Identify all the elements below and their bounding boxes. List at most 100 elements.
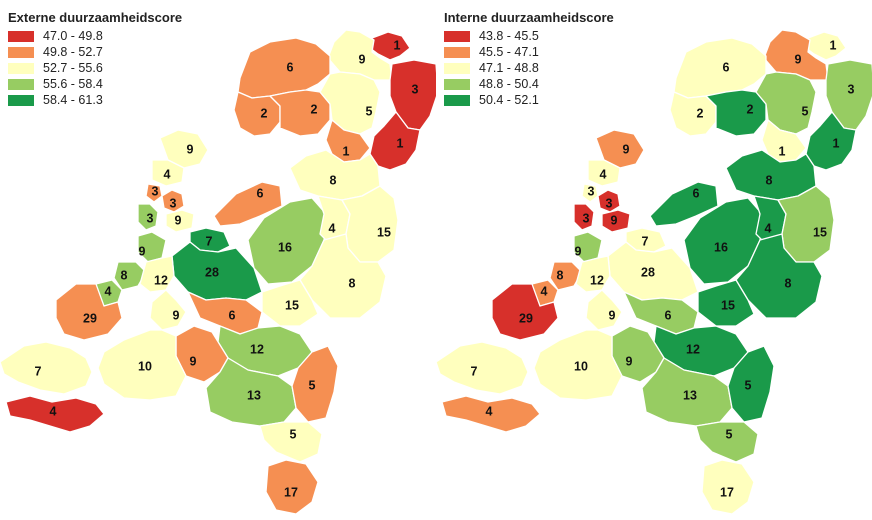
region-label: 4 [105,284,112,298]
region-shape [697,279,755,327]
region-shape [585,289,623,331]
region-label: 6 [257,186,264,200]
legend-label: 43.8 - 45.5 [479,29,539,43]
region-label: 9 [611,213,618,227]
region-shape [319,71,381,135]
region-label: 12 [686,342,700,356]
region-label: 9 [626,354,633,368]
legend-swatch [8,46,34,58]
legend-label: 47.1 - 48.8 [479,61,539,75]
region-label: 12 [250,342,264,356]
region-label: 2 [747,102,754,116]
region-label: 3 [583,211,590,225]
region-label: 17 [284,485,298,499]
region-shape [669,91,717,137]
region-label: 16 [278,240,292,254]
region-label: 6 [287,60,294,74]
region-label: 15 [813,225,827,239]
legend-swatch [8,62,34,74]
region-label: 6 [229,308,236,322]
region-label: 7 [35,364,42,378]
region-shape [705,89,767,137]
region-label: 3 [170,196,177,210]
region-shape [727,345,775,423]
legend-swatch [444,78,470,90]
legend-entry: 58.4 - 61.3 [8,92,182,108]
region-label: 3 [152,184,159,198]
region-label: 4 [164,167,171,181]
legend-label: 48.8 - 50.4 [479,77,539,91]
region-label: 9 [139,244,146,258]
legend-swatch [444,46,470,58]
region-label: 15 [377,225,391,239]
region-label: 9 [190,354,197,368]
region-label: 4 [50,404,57,418]
legend-entry: 52.7 - 55.6 [8,60,182,76]
region-shape [575,255,611,293]
region-label: 8 [557,268,564,282]
region-label: 15 [285,298,299,312]
region-label: 3 [606,196,613,210]
legend-entry: 45.5 - 47.1 [444,44,614,60]
region-label: 8 [330,173,337,187]
legend-swatch [8,78,34,90]
region-shape [673,37,767,99]
region-label: 4 [329,221,336,235]
region-shape [701,459,755,515]
externe-map-panel: 1 9 6 2 2 5 3 1 1 8 9 4 3 3 3 9 6 7 16 4 15 9 28 8 12 4 8 15 29 9 6 12 9… [0,10,436,515]
region-shape [597,189,621,213]
region-label: 9 [173,308,180,322]
region-shape [213,181,283,227]
legend-title: Interne duurzaamheidscore [444,10,614,25]
region-label: 9 [175,213,182,227]
region-label: 3 [412,82,419,96]
region-label: 1 [394,38,401,52]
region-label: 4 [765,221,772,235]
region-label: 4 [541,284,548,298]
legend-label: 49.8 - 52.7 [43,45,103,59]
region-label: 12 [154,273,168,287]
region-label: 29 [83,311,97,325]
region-label: 9 [359,52,366,66]
region-shape [137,203,159,231]
region-label: 3 [147,211,154,225]
interne-map-panel: 1 9 6 2 2 5 3 1 1 8 9 4 3 3 3 9 6 7 16 4 15 9 28 8 12 4 8 15 29 9 6 12 9… [436,0,872,520]
legend-swatch [444,30,470,42]
region-label: 5 [745,378,752,392]
region-label: 13 [247,388,261,402]
region-shape [187,291,263,335]
legend-title: Externe duurzaamheidscore [8,10,183,25]
region-label: 3 [588,184,595,198]
region-label: 9 [623,142,630,156]
region-label: 1 [397,136,404,150]
legend-entry: 49.8 - 52.7 [8,44,182,60]
region-shape [265,459,319,515]
region-label: 9 [609,308,616,322]
region-shape [777,185,835,263]
region-shape [549,261,583,291]
legend-label: 52.7 - 55.6 [43,61,103,75]
region-shape [145,183,163,203]
region-shape [5,395,105,433]
legend-label: 45.5 - 47.1 [479,45,539,59]
region-label: 4 [600,167,607,181]
region-label: 2 [261,106,268,120]
region-label: 2 [697,106,704,120]
region-shape [291,345,339,423]
legend-swatch [444,62,470,74]
legend-entry: 55.6 - 58.4 [8,76,182,92]
legend-swatch [8,30,34,42]
region-label: 28 [641,265,655,279]
legend-entry: 47.0 - 49.8 [8,28,182,44]
region-label: 5 [290,427,297,441]
region-shape [269,89,331,137]
externe-legend: Externe duurzaamheidscore 47.0 - 49.8 49.… [8,10,182,108]
region-shape [0,341,93,395]
region-label: 1 [779,144,786,158]
region-label: 8 [785,276,792,290]
region-shape [139,255,175,293]
region-shape [436,341,529,395]
region-label: 7 [206,234,213,248]
